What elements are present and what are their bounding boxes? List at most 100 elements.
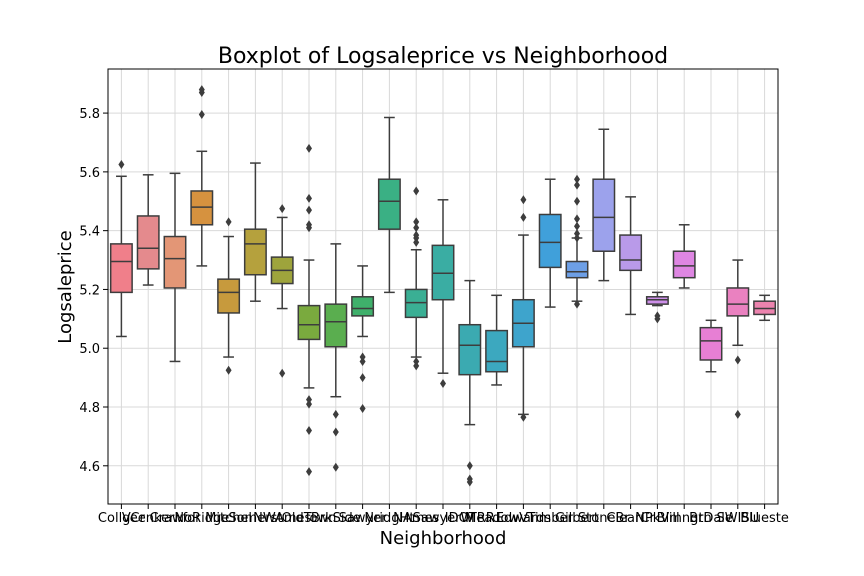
outlier-point <box>574 174 580 184</box>
box-OldTown <box>297 143 321 477</box>
y-tick-label: 5.6 <box>79 166 100 181</box>
iqr-box <box>485 329 509 373</box>
outlier-point <box>359 403 366 413</box>
x-tick-layer: CollgCrVeenkerCrawforNoRidgeMitchelSomer… <box>98 504 789 526</box>
box-Somerst <box>243 162 267 302</box>
outlier-point <box>359 356 366 366</box>
x-tick-label: CollgCr <box>98 511 146 526</box>
box-Gilbert <box>565 174 589 309</box>
x-tick-label: BrkSide <box>311 511 361 526</box>
outlier-point <box>306 143 312 153</box>
x-tick-label: Sawyer <box>339 511 388 526</box>
outlier-point <box>225 365 232 375</box>
box-SWISU <box>726 259 750 419</box>
x-tick-label: StoneBr <box>578 511 630 526</box>
iqr-box <box>538 213 562 269</box>
outlier-point <box>466 477 473 487</box>
box-Blueste <box>753 294 777 322</box>
outlier-point <box>332 462 339 472</box>
outlier-point <box>332 427 339 437</box>
x-tick-label: Gilbert <box>555 511 599 526</box>
box-NPkVill <box>645 291 669 324</box>
x-tick-label: Blmngtn <box>657 511 712 526</box>
x-tick-label: NridgHt <box>364 511 414 526</box>
iqr-box <box>619 234 643 272</box>
outlier-point <box>520 195 527 205</box>
outlier-point <box>413 217 420 227</box>
outlier-point <box>574 196 580 206</box>
outlier-point <box>306 205 312 215</box>
outlier-point <box>574 233 580 243</box>
box-CollgCr <box>109 160 133 338</box>
iqr-box <box>672 250 696 279</box>
outlier-point <box>306 426 312 436</box>
iqr-box <box>163 235 187 289</box>
outlier-point <box>306 193 312 203</box>
box-Mitchel <box>217 217 241 375</box>
y-tick-label: 5.0 <box>79 342 100 357</box>
box-SawyerW <box>431 199 455 388</box>
x-tick-label: Veenker <box>122 511 175 526</box>
box-StoneBr <box>592 128 616 282</box>
x-tick-label: SWISU <box>716 511 759 526</box>
box-Edwards <box>511 195 535 422</box>
iqr-box <box>699 326 723 361</box>
outlier-point <box>359 373 366 383</box>
x-tick-label: Mitchel <box>205 511 252 526</box>
outlier-point <box>734 355 741 365</box>
outlier-point <box>520 212 527 222</box>
x-tick-label: NWAmes <box>253 511 311 526</box>
outlier-point <box>118 160 125 170</box>
outlier-point <box>413 361 420 371</box>
box-Blmngtn <box>672 224 696 289</box>
outlier-point <box>520 412 527 422</box>
box-Veenker <box>136 174 160 286</box>
outlier-point <box>198 110 205 120</box>
iqr-box <box>377 178 401 230</box>
outlier-point <box>574 221 580 231</box>
x-tick-label: Blueste <box>740 511 789 526</box>
x-tick-label: Crawfor <box>150 511 202 526</box>
outlier-point <box>413 186 420 196</box>
y-tick-layer: 4.6 4.8 5.0 5.2 5.4 5.6 5.8 <box>79 107 108 475</box>
x-tick-label: NPkVill <box>635 511 680 526</box>
x-tick-label: NAmes <box>393 511 439 526</box>
box-NWAmes <box>270 204 294 378</box>
y-tick-label: 5.8 <box>79 107 100 122</box>
x-tick-label: BrDale <box>689 511 733 526</box>
y-tick-label: 5.4 <box>79 225 100 240</box>
iqr-box <box>217 278 241 314</box>
box-layer <box>109 85 777 487</box>
iqr-box <box>726 287 750 317</box>
x-tick-label: IDOTRR <box>445 511 495 526</box>
box-BrkSide <box>324 243 348 472</box>
box-NoRidge <box>190 85 214 267</box>
chart-title: Boxplot of Logsaleprice vs Neighborhood <box>218 44 668 69</box>
outlier-point <box>306 223 312 233</box>
iqr-box <box>592 178 616 252</box>
y-tick-label: 4.6 <box>79 460 100 475</box>
box-ClearCr <box>619 196 643 316</box>
outlier-point <box>332 409 339 419</box>
outlier-point <box>306 399 312 409</box>
iqr-box <box>109 243 133 294</box>
iqr-box <box>565 260 589 279</box>
outlier-point <box>306 467 312 477</box>
outlier-point <box>574 180 580 190</box>
outlier-point <box>574 214 580 224</box>
outlier-point <box>466 461 473 471</box>
outlier-point <box>734 409 741 419</box>
outlier-point <box>279 204 286 214</box>
y-tick-label: 5.2 <box>79 283 100 298</box>
outlier-point <box>440 378 446 388</box>
iqr-box <box>351 296 375 317</box>
box-NAmes <box>404 186 428 371</box>
x-tick-label: Edwards <box>496 511 551 526</box>
outlier-point <box>225 217 232 227</box>
y-axis-label: Logsaleprice <box>55 230 76 343</box>
box-Crawfor <box>163 172 187 363</box>
outlier-point <box>279 368 286 378</box>
iqr-box <box>297 304 321 341</box>
iqr-box <box>324 303 348 348</box>
